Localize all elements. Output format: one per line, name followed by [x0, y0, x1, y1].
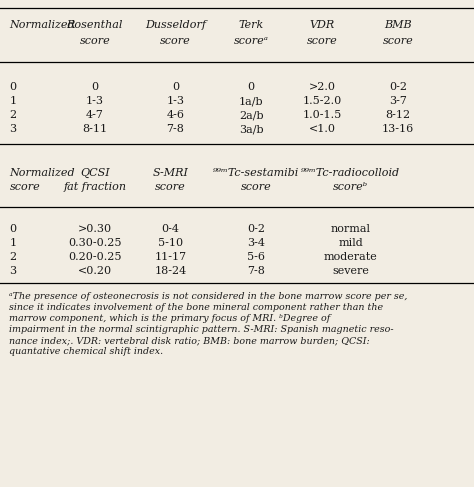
Text: score: score	[155, 182, 186, 192]
Text: 2: 2	[9, 252, 17, 262]
Text: 1: 1	[9, 96, 17, 106]
Text: 3: 3	[9, 124, 17, 134]
Text: VDR: VDR	[310, 20, 335, 30]
Text: ⁹⁹ᵐTc-sestamibi: ⁹⁹ᵐTc-sestamibi	[213, 168, 299, 178]
Text: 8-12: 8-12	[385, 110, 411, 120]
Text: score: score	[9, 182, 40, 192]
Text: Normalized: Normalized	[9, 20, 75, 30]
Text: 4-6: 4-6	[166, 110, 184, 120]
Text: 0-2: 0-2	[247, 224, 265, 234]
Text: scoreᵇ: scoreᵇ	[333, 182, 368, 192]
Text: >0.30: >0.30	[78, 224, 112, 234]
Text: 7-8: 7-8	[247, 266, 265, 276]
Text: 1a/b: 1a/b	[239, 96, 264, 106]
Text: 4-7: 4-7	[86, 110, 104, 120]
Text: fat fraction: fat fraction	[64, 182, 126, 192]
Text: S-MRI: S-MRI	[153, 168, 189, 178]
Text: Rosenthal: Rosenthal	[67, 20, 123, 30]
Text: 1.0-1.5: 1.0-1.5	[303, 110, 342, 120]
Text: score: score	[80, 36, 110, 46]
Text: Terk: Terk	[238, 20, 264, 30]
Text: 0-4: 0-4	[162, 224, 180, 234]
Text: 1-3: 1-3	[166, 96, 184, 106]
Text: 0.20-0.25: 0.20-0.25	[68, 252, 121, 262]
Text: <1.0: <1.0	[309, 124, 336, 134]
Text: 18-24: 18-24	[155, 266, 187, 276]
Text: 7-8: 7-8	[166, 124, 184, 134]
Text: 2a/b: 2a/b	[239, 110, 264, 120]
Text: score: score	[383, 36, 413, 46]
Text: moderate: moderate	[324, 252, 378, 262]
Text: mild: mild	[338, 238, 363, 248]
Text: ᵃThe presence of osteonecrosis is not considered in the bone marrow score per se: ᵃThe presence of osteonecrosis is not co…	[9, 292, 408, 356]
Text: ⁹⁹ᵐTc-radiocolloid: ⁹⁹ᵐTc-radiocolloid	[301, 168, 401, 178]
Text: 0: 0	[9, 224, 17, 234]
Text: 0: 0	[247, 82, 255, 92]
Text: 1-3: 1-3	[86, 96, 104, 106]
Text: 3a/b: 3a/b	[239, 124, 264, 134]
Text: 5-10: 5-10	[158, 238, 183, 248]
Text: 1.5-2.0: 1.5-2.0	[303, 96, 342, 106]
Text: 13-16: 13-16	[382, 124, 414, 134]
Text: 0.30-0.25: 0.30-0.25	[68, 238, 121, 248]
Text: BMB: BMB	[384, 20, 412, 30]
Text: 3: 3	[9, 266, 17, 276]
Text: score: score	[241, 182, 271, 192]
Text: 0: 0	[172, 82, 179, 92]
Text: 0: 0	[9, 82, 17, 92]
Text: Dusseldorf: Dusseldorf	[145, 20, 206, 30]
Text: >2.0: >2.0	[309, 82, 336, 92]
Text: 8-11: 8-11	[82, 124, 108, 134]
Text: severe: severe	[332, 266, 369, 276]
Text: normal: normal	[331, 224, 371, 234]
Text: 2: 2	[9, 110, 17, 120]
Text: QCSI: QCSI	[80, 168, 109, 178]
Text: 0: 0	[91, 82, 99, 92]
Text: 3-7: 3-7	[389, 96, 407, 106]
Text: 5-6: 5-6	[247, 252, 265, 262]
Text: 3-4: 3-4	[247, 238, 265, 248]
Text: 0-2: 0-2	[389, 82, 407, 92]
Text: score: score	[160, 36, 191, 46]
Text: scoreᵃ: scoreᵃ	[234, 36, 269, 46]
Text: 1: 1	[9, 238, 17, 248]
Text: score: score	[307, 36, 337, 46]
Text: <0.20: <0.20	[78, 266, 112, 276]
Text: Normalized: Normalized	[9, 168, 75, 178]
Text: 11-17: 11-17	[155, 252, 187, 262]
